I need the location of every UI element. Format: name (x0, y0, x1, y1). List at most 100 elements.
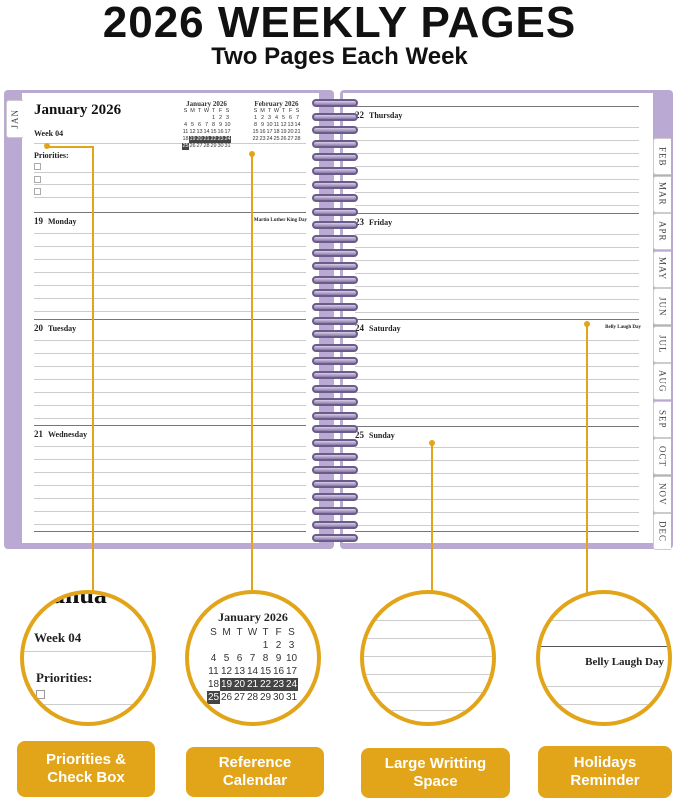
callout-line (586, 324, 588, 594)
day-number: 22 (355, 110, 364, 120)
calendar-day: 19 (280, 129, 287, 135)
day-label: 22 Thursday (355, 110, 402, 120)
writing-line (355, 446, 639, 448)
badge-priorities: Priorities & Check Box (17, 741, 155, 797)
day-label: 20 Tuesday (34, 323, 76, 333)
checkbox[interactable] (34, 176, 41, 183)
calendar-day: 7 (295, 115, 300, 121)
writing-line (355, 272, 639, 274)
writing-line (355, 192, 639, 193)
month-tab-label: OCT (657, 446, 668, 467)
spiral-coil (312, 479, 358, 488)
writing-line (34, 498, 306, 499)
mini-calendar-january: January 2026 S M T W T F S 1 2 3 4 5 6 7 8 9 10 11 12 13 14 1… (182, 100, 231, 150)
calendar-day: 16 (272, 666, 285, 677)
month-tab-apr[interactable]: APR (653, 213, 671, 250)
spiral-coil (312, 371, 358, 379)
calendar-day: 23 (217, 136, 224, 143)
zoom-week: Week 04 (34, 630, 82, 645)
calendar-day: 6 (288, 115, 293, 121)
writing-line (355, 140, 639, 141)
writing-line (34, 246, 306, 247)
calendar-day: 9 (275, 653, 282, 664)
writing-line (34, 446, 306, 447)
left-page: January 2026 Week 04 Priorities: 19 Monda… (22, 93, 319, 543)
weekday-header: S (183, 108, 188, 114)
calendar-day: 11 (208, 666, 219, 677)
calendar-day: 12 (220, 666, 233, 677)
spiral-coil (312, 343, 358, 352)
writing-line (355, 472, 639, 474)
calendar-day: 30 (272, 692, 285, 703)
calendar-day: 11 (273, 122, 280, 128)
calendar-day: 10 (224, 122, 231, 128)
writing-line (355, 353, 639, 354)
calendar-day: 14 (246, 666, 259, 677)
checkbox[interactable] (34, 188, 41, 195)
calendar-day (196, 115, 203, 122)
writing-line (355, 166, 639, 167)
writing-line (34, 298, 306, 299)
calendar-day: 9 (218, 122, 223, 128)
spiral-coil (312, 303, 358, 311)
spiral-coil (312, 493, 358, 502)
day-divider (355, 319, 639, 320)
mini-calendar-grid: S M T W T F S 1 2 3 4 5 6 7 8 9 10 11 12 13 14 15 16 17 18 19 20 21… (182, 108, 231, 150)
spiral-coil (312, 507, 358, 515)
spiral-coil (312, 466, 358, 475)
day-name: Friday (369, 217, 393, 227)
zoom-partial-title: anua (52, 590, 107, 609)
writing-line (34, 365, 306, 367)
day-divider (355, 425, 639, 427)
writing-line (34, 511, 306, 512)
month-tab-oct[interactable]: OCT (653, 438, 671, 475)
zoom-holiday-text: Belly Laugh Day (585, 656, 664, 668)
calendar-day (182, 115, 189, 122)
day-number: 23 (355, 216, 364, 227)
calendar-day: 7 (204, 122, 209, 128)
writing-line (355, 524, 639, 526)
writing-line (34, 472, 306, 473)
month-tab-dec[interactable]: DEC (653, 513, 671, 550)
month-tab-mar[interactable]: MAR (653, 175, 671, 213)
day-number: 20 (34, 322, 43, 333)
spiral-coil (312, 194, 358, 203)
month-tab-jul[interactable]: JUL (653, 325, 671, 363)
writing-line (34, 233, 306, 234)
calendar-day: 20 (196, 136, 203, 143)
month-tab-jun[interactable]: JUN (653, 288, 671, 325)
weekday-header: T (281, 108, 286, 114)
jan-tab[interactable]: JAN (6, 100, 23, 138)
holiday-label: Martin Luther King Day (253, 218, 307, 223)
calendar-day: 25 (273, 136, 280, 142)
day-name: Wednesday (48, 430, 88, 439)
spiral-coil (312, 139, 358, 148)
calendar-day: 18 (182, 136, 189, 142)
calendar-day: 28 (246, 692, 259, 703)
day-number: 19 (34, 216, 43, 226)
day-name: Saturday (369, 324, 401, 333)
zoom-calendar: January 2026 S M T W T F S 1 2 3 4 5 6 7 8 9 10 11 12 13 14 1… (185, 590, 321, 726)
month-tab-feb[interactable]: FEB (653, 138, 671, 175)
calendar-day: 24 (224, 136, 231, 143)
month-tab-aug[interactable]: AUG (653, 363, 671, 400)
spiral-coil (312, 221, 358, 230)
spiral-coil (312, 262, 358, 271)
day-divider (34, 318, 306, 320)
month-tab-nov[interactable]: NOV (653, 475, 671, 513)
calendar-day: 3 (267, 115, 272, 121)
calendar-day: 9 (260, 122, 265, 128)
calendar-day: 11 (182, 129, 189, 135)
page-bottom-line (355, 531, 639, 532)
month-tab-sep[interactable]: SEP (653, 400, 671, 438)
month-tab-may[interactable]: MAY (653, 250, 671, 288)
calendar-day: 12 (280, 122, 287, 128)
month-tab-label: APR (657, 221, 668, 242)
weekday-header: F (218, 108, 223, 114)
spiral-coil (312, 207, 358, 216)
callout-line (431, 443, 433, 596)
mini-calendar-grid: S M T W T F S 1 2 3 4 5 6 7 8 9 10 11 12 13 14 15 16 17 18 19 20 21… (252, 108, 301, 143)
calendar-day: 6 (236, 653, 243, 664)
checkbox[interactable] (34, 163, 41, 170)
writing-line (355, 511, 639, 513)
